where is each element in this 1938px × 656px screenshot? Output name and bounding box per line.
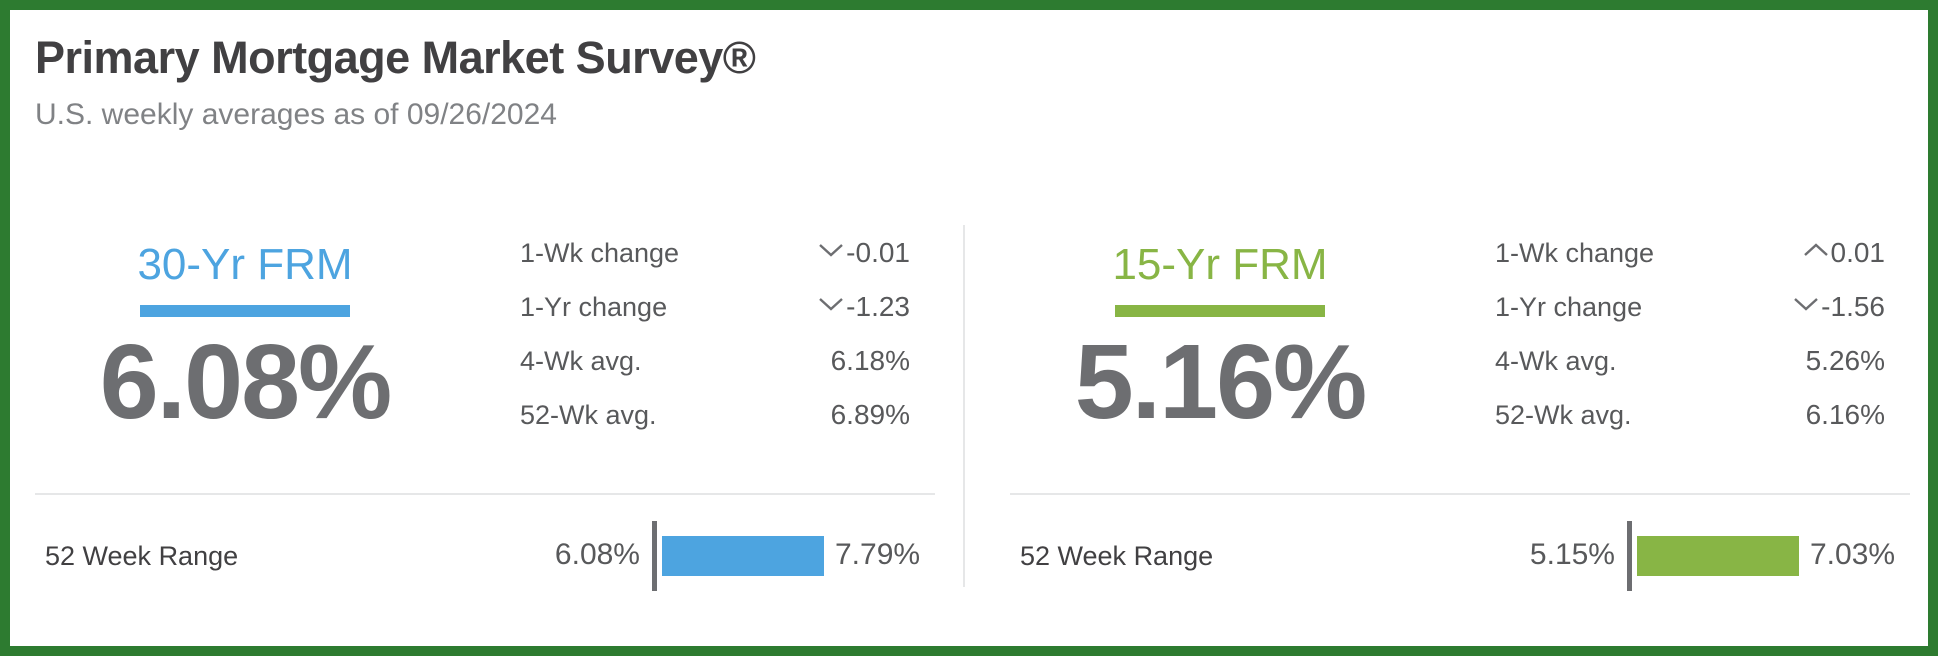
stat-number: 6.18% [830, 345, 910, 376]
stat-label: 1-Yr change [1495, 291, 1643, 322]
stat-number: 6.16% [1805, 399, 1885, 430]
subtitle-date: U.S. weekly averages as of 09/26/2024 [35, 97, 557, 131]
horizontal-separator [1010, 493, 1910, 495]
panel-30yr-frm: 30-Yr FRM 6.08% 1-Wk change -0.01 1-Yr c… [35, 225, 935, 615]
page-title: Primary Mortgage Market Survey® [35, 32, 756, 83]
range-marker-15yr [1627, 521, 1632, 591]
stat-value: 5.26% [1778, 345, 1885, 377]
range-track-30yr [35, 450, 935, 615]
widget-header: Primary Mortgage Market Survey® U.S. wee… [35, 32, 756, 132]
stat-label: 1-Yr change [520, 291, 668, 322]
stats-15yr: 1-Wk change 0.01 1-Yr change -1.56 4-Wk … [1495, 226, 1885, 442]
range-max-30yr: 7.79% [835, 538, 921, 571]
horizontal-separator [35, 493, 935, 495]
stat-number: -1.23 [846, 291, 910, 322]
range-marker-30yr [652, 521, 657, 591]
range-bar-15yr [1637, 536, 1799, 576]
stat-label: 4-Wk avg. [520, 345, 642, 376]
stat-row-4wk-avg: 4-Wk avg. 5.26% [1495, 334, 1885, 388]
range-label-30yr: 52 Week Range [45, 541, 239, 571]
change-down-icon [818, 242, 844, 258]
range-track-15yr [1010, 450, 1910, 615]
range-min-15yr: 5.15% [1529, 538, 1615, 571]
stat-row-1yr-change: 1-Yr change -1.56 [1495, 280, 1885, 334]
stat-value: -0.01 [818, 237, 910, 269]
stat-label: 1-Wk change [520, 237, 680, 268]
change-down-icon [818, 296, 844, 312]
stat-row-52wk-avg: 52-Wk avg. 6.89% [520, 388, 910, 442]
stat-number: -0.01 [846, 237, 910, 268]
stat-number: -1.56 [1821, 291, 1885, 322]
stat-row-1wk-change: 1-Wk change -0.01 [520, 226, 910, 280]
stat-label: 4-Wk avg. [1495, 345, 1617, 376]
current-rate-30yr: 6.08% [99, 323, 393, 441]
stat-label: 1-Wk change [1495, 237, 1655, 268]
product-underline-30yr [140, 305, 350, 317]
stat-value: 6.16% [1778, 399, 1885, 431]
range-label-15yr: 52 Week Range [1020, 541, 1214, 571]
stat-row-4wk-avg: 4-Wk avg. 6.18% [520, 334, 910, 388]
range-bar-30yr [662, 536, 824, 576]
stat-row-1wk-change: 1-Wk change 0.01 [1495, 226, 1885, 280]
stat-value: -1.23 [818, 291, 910, 323]
stat-number: 5.26% [1805, 345, 1885, 376]
range-max-15yr: 7.03% [1810, 538, 1896, 571]
stat-value: 0.01 [1803, 237, 1886, 269]
stat-number: 6.89% [830, 399, 910, 430]
current-rate-15yr: 5.16% [1074, 323, 1368, 441]
stat-number: 0.01 [1830, 237, 1886, 268]
stat-value: 6.18% [803, 345, 910, 377]
stat-value: -1.56 [1793, 291, 1885, 323]
range-min-30yr: 6.08% [554, 538, 640, 571]
change-down-icon [1793, 296, 1819, 312]
stats-30yr: 1-Wk change -0.01 1-Yr change -1.23 4-Wk… [520, 226, 910, 442]
panel-divider [963, 225, 965, 587]
stat-row-52wk-avg: 52-Wk avg. 6.16% [1495, 388, 1885, 442]
panel-15yr-frm: 15-Yr FRM 5.16% 1-Wk change 0.01 1-Yr ch… [1010, 225, 1910, 615]
stat-value: 6.89% [803, 399, 910, 431]
stat-label: 52-Wk avg. [1495, 399, 1632, 430]
change-up-icon [1803, 242, 1829, 258]
product-label-15yr: 15-Yr FRM [1112, 240, 1328, 289]
stat-row-1yr-change: 1-Yr change -1.23 [520, 280, 910, 334]
product-underline-15yr [1115, 305, 1325, 317]
stat-label: 52-Wk avg. [520, 399, 657, 430]
product-label-30yr: 30-Yr FRM [137, 240, 353, 289]
